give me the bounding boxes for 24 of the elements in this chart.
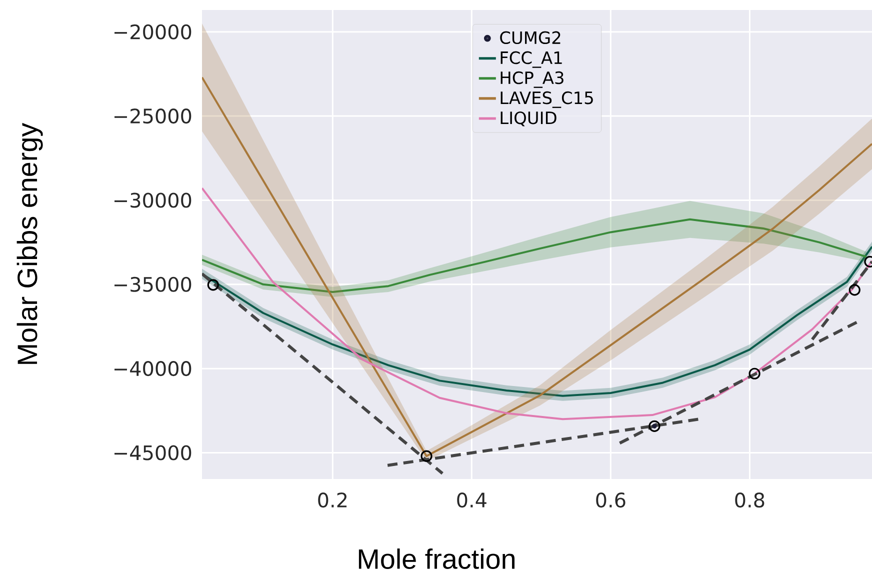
y-tick-label: −20000 (114, 24, 192, 40)
y-tick-label: −30000 (114, 192, 192, 208)
legend-label: HCP_A3 (500, 71, 564, 88)
line-series (202, 218, 868, 293)
y-tick-label: −35000 (114, 276, 192, 292)
point (420, 450, 432, 462)
y-tick-label: −25000 (114, 108, 192, 124)
x-tick-label: 0.6 (596, 492, 626, 508)
y-axis-title: Molar Gibbs energy (16, 122, 43, 364)
point (748, 368, 760, 380)
x-tick-label: 0.8 (735, 492, 764, 508)
legend-label: LAVES_C15 (500, 91, 593, 108)
point (207, 279, 219, 291)
legend-label: FCC_A1 (500, 51, 562, 68)
line-series (202, 187, 872, 420)
x-tick-label: 0.2 (318, 492, 347, 508)
x-axis-title: Mole fraction (358, 548, 514, 569)
y-tick-label: −40000 (114, 361, 192, 376)
legend-label: CUMG2 (500, 31, 560, 44)
y-tick-label: −45000 (114, 445, 192, 460)
x-tick-label: 0.4 (457, 492, 486, 508)
legend-label: LIQUID (500, 111, 556, 126)
point (648, 420, 660, 432)
point (848, 284, 860, 296)
